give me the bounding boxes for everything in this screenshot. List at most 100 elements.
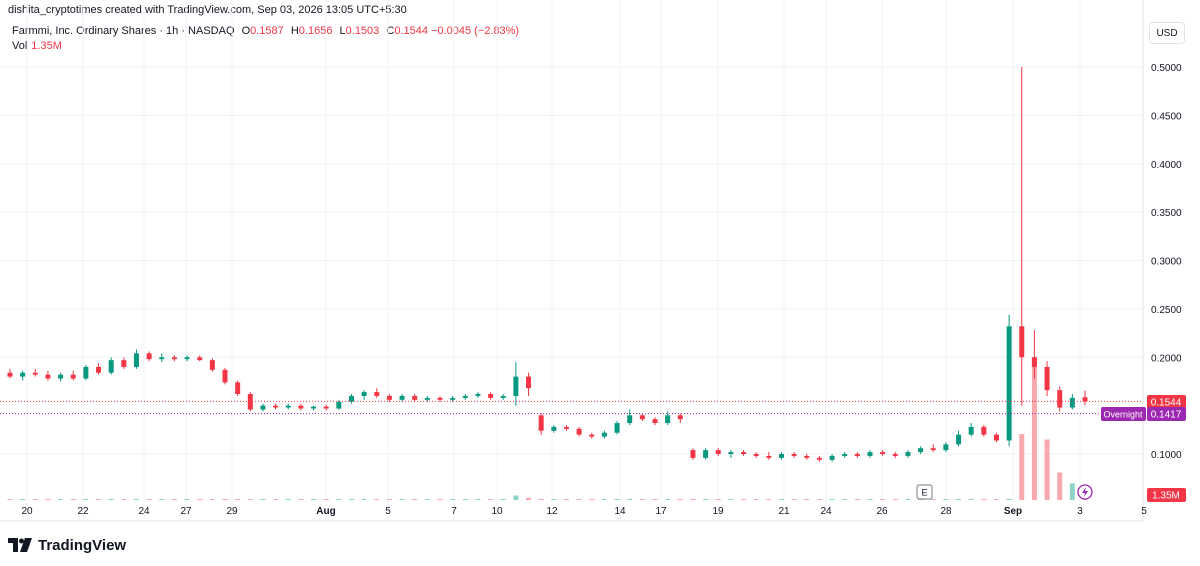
candle-body — [222, 369, 228, 383]
candle — [146, 351, 152, 362]
volume-label[interactable]: Vol — [12, 40, 28, 52]
candle-body — [1006, 326, 1012, 441]
candle — [1069, 394, 1075, 410]
tradingview-logo-icon — [8, 538, 32, 552]
volume-bar — [45, 499, 51, 500]
volume-bar — [1069, 483, 1075, 500]
volume-bar — [83, 499, 89, 500]
price-tick-label: 0.2500 — [1151, 305, 1182, 316]
candle-body — [361, 392, 367, 396]
candle-body — [880, 452, 886, 454]
low-label: L — [339, 25, 346, 37]
candle-body — [968, 426, 974, 435]
high-value: 0.1656 — [298, 25, 333, 37]
candle-body — [804, 455, 810, 458]
time-tick-label: Aug — [316, 506, 335, 517]
candle — [273, 403, 279, 410]
candle — [880, 450, 886, 456]
candle-body — [766, 455, 772, 458]
volume-bar — [690, 498, 696, 500]
volume-bar — [7, 499, 13, 500]
candle — [7, 368, 13, 379]
candle-body — [627, 415, 633, 424]
candle — [968, 423, 974, 437]
candle-body — [842, 454, 848, 456]
tradingview-brand[interactable]: TradingView — [8, 536, 126, 554]
candle — [993, 432, 999, 443]
candle — [412, 394, 418, 402]
volume-bar — [930, 499, 936, 500]
candle — [930, 444, 936, 453]
candle-body — [374, 392, 380, 396]
candle — [892, 452, 898, 458]
time-tick-label: 5 — [385, 506, 391, 517]
candle — [627, 409, 633, 425]
volume-bar — [58, 499, 64, 500]
time-tick-label: 21 — [778, 506, 790, 517]
candle-body — [538, 415, 544, 431]
candle — [513, 362, 519, 406]
volume-bar — [437, 499, 443, 500]
time-tick-label: 19 — [712, 506, 724, 517]
volume-bar — [589, 499, 595, 500]
volume-bar — [20, 499, 26, 500]
candle-body — [108, 360, 114, 373]
candle — [867, 450, 873, 458]
candle-body — [943, 444, 949, 451]
volume-bar — [336, 499, 342, 500]
candle — [551, 424, 557, 433]
volume-bar — [450, 499, 456, 500]
candle — [247, 392, 253, 412]
candle-body — [323, 406, 329, 409]
currency-button[interactable]: USD — [1149, 22, 1185, 44]
volume-bar — [538, 498, 544, 500]
candle-body — [816, 457, 822, 460]
price-tick-label: 0.4500 — [1151, 111, 1182, 122]
price-tick-label: 0.3000 — [1151, 257, 1182, 268]
volume-bar — [526, 497, 532, 500]
time-tick-label: 22 — [77, 506, 89, 517]
candle — [121, 357, 127, 369]
volume-bar — [361, 499, 367, 500]
candle-body — [614, 423, 620, 433]
candle-body — [741, 452, 747, 454]
low-value: 0.1503 — [345, 25, 380, 37]
earnings-marker[interactable] — [916, 484, 933, 500]
candle — [222, 367, 228, 385]
symbol-name[interactable]: Farmmi, Inc. Ordinary Shares · 1h · NASD… — [12, 25, 235, 37]
volume-bar — [285, 499, 291, 500]
candle-body — [7, 372, 13, 377]
candle-body — [1019, 326, 1025, 358]
volume-bar — [677, 499, 683, 500]
volume-bar — [96, 499, 102, 500]
overnight-label-text: Overnight — [1103, 410, 1143, 420]
volume-bar — [260, 499, 266, 500]
candle — [500, 394, 506, 400]
candle-body — [159, 357, 165, 360]
candle-body — [500, 395, 506, 398]
volume-bar — [108, 499, 114, 500]
candle-body — [58, 374, 64, 379]
time-tick-label: Sep — [1004, 506, 1022, 517]
candle — [728, 450, 734, 458]
candle — [399, 394, 405, 402]
volume-bar — [1044, 439, 1050, 500]
candle-body — [197, 357, 203, 361]
dividend-flash-icon[interactable] — [1077, 484, 1093, 500]
candle-body — [171, 357, 177, 360]
candle — [677, 413, 683, 424]
candle — [804, 454, 810, 460]
candle — [829, 454, 835, 462]
volume-bar — [576, 499, 582, 500]
volume-bar — [462, 499, 468, 500]
candle-body — [424, 397, 430, 400]
candle-body — [993, 434, 999, 441]
candle — [450, 395, 456, 402]
time-tick-label: 26 — [876, 506, 888, 517]
candle-body — [981, 426, 987, 435]
candle-body — [412, 395, 418, 400]
candle-body — [45, 374, 51, 379]
candle — [159, 353, 165, 363]
volume-bar — [563, 499, 569, 500]
